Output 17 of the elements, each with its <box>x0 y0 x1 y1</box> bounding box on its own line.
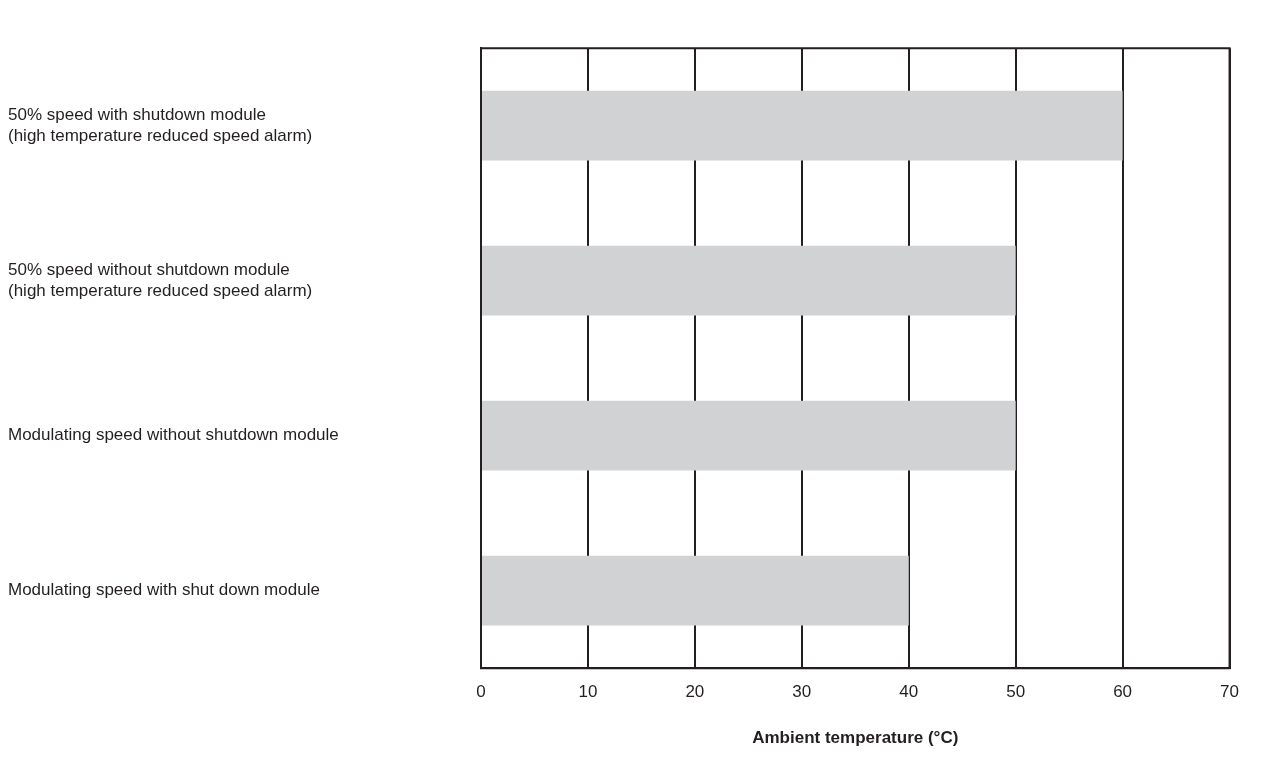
x-tick-label: 50 <box>1006 682 1026 702</box>
x-tick-label: 70 <box>1220 682 1240 702</box>
y-tick-label: 50% speed without shutdown module (high temperature reduced speed alarm) <box>8 260 313 300</box>
bar <box>482 555 909 626</box>
x-tick-label: 60 <box>1113 682 1133 702</box>
bar <box>482 400 1016 471</box>
bar <box>482 245 1016 316</box>
bar <box>482 90 1123 161</box>
x-tick-label: 10 <box>578 682 598 702</box>
x-tick-label: 0 <box>476 682 486 702</box>
x-axis-title: Ambient temperature (°C) <box>752 728 959 748</box>
y-tick-label: Modulating speed without shutdown module <box>8 425 339 445</box>
x-tick-label: 40 <box>899 682 919 702</box>
x-tick-label: 20 <box>685 682 705 702</box>
x-tick-label: 30 <box>792 682 812 702</box>
y-tick-label: Modulating speed with shut down module <box>8 580 320 600</box>
y-tick-label: 50% speed with shutdown module (high temperature reduced speed alarm) <box>8 105 313 145</box>
